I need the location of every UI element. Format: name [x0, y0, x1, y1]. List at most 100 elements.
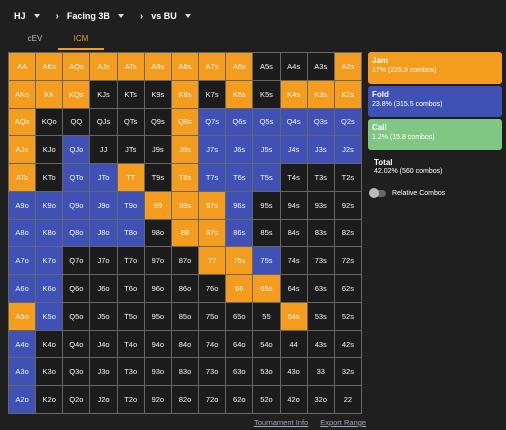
hand-cell[interactable]: A3o: [9, 358, 36, 386]
hand-cell[interactable]: 54s: [280, 302, 307, 330]
hand-cell[interactable]: J2o: [90, 386, 117, 413]
hand-cell[interactable]: 52o: [253, 386, 280, 413]
hand-cell[interactable]: J7s: [199, 136, 226, 164]
hand-cell[interactable]: Q2o: [63, 386, 90, 413]
hand-cell[interactable]: A9s: [144, 53, 171, 80]
hand-cell[interactable]: 74o: [199, 330, 226, 358]
hand-cell[interactable]: 82s: [334, 219, 361, 247]
hand-cell[interactable]: K8s: [171, 80, 199, 108]
hand-cell[interactable]: Q7s: [199, 108, 226, 136]
toggle-switch[interactable]: [369, 188, 386, 198]
hand-cell[interactable]: 87s: [199, 219, 226, 247]
hand-cell[interactable]: T7s: [199, 164, 226, 191]
hand-cell[interactable]: 43s: [307, 330, 334, 358]
hand-cell[interactable]: Q2s: [334, 108, 361, 136]
hand-cell[interactable]: 85o: [171, 302, 199, 330]
hand-cell[interactable]: A4o: [9, 330, 36, 358]
hand-cell[interactable]: KTs: [117, 80, 144, 108]
hand-cell[interactable]: T6o: [117, 275, 144, 302]
hand-cell[interactable]: 76o: [199, 275, 226, 302]
hand-cell[interactable]: 97o: [144, 247, 171, 275]
hand-cell[interactable]: 42s: [334, 330, 361, 358]
hand-cell[interactable]: 55: [253, 302, 280, 330]
hand-cell[interactable]: A5o: [9, 302, 36, 330]
hand-cell[interactable]: 53s: [307, 302, 334, 330]
hand-cell[interactable]: JJ: [90, 136, 117, 164]
hand-cell[interactable]: 32s: [334, 358, 361, 386]
hand-cell[interactable]: 92s: [334, 191, 361, 219]
hand-cell[interactable]: 96o: [144, 275, 171, 302]
hand-cell[interactable]: 62o: [226, 386, 253, 413]
hand-cell[interactable]: 32o: [307, 386, 334, 413]
hand-cell[interactable]: K2s: [334, 80, 361, 108]
hand-cell[interactable]: 99: [144, 191, 171, 219]
hand-cell[interactable]: 88: [171, 219, 199, 247]
nav-label[interactable]: vs BU: [151, 11, 177, 21]
hand-cell[interactable]: 53o: [253, 358, 280, 386]
hand-cell[interactable]: J3o: [90, 358, 117, 386]
hand-cell[interactable]: 93s: [307, 191, 334, 219]
nav-label[interactable]: Facing 3B: [66, 11, 110, 21]
hand-cell[interactable]: K3s: [307, 80, 334, 108]
hand-cell[interactable]: 62s: [334, 275, 361, 302]
hand-cell[interactable]: AQs: [63, 53, 90, 80]
hand-cell[interactable]: KQs: [63, 80, 90, 108]
nav-label[interactable]: HJ: [14, 11, 26, 21]
hand-cell[interactable]: AA: [9, 53, 36, 80]
hand-cell[interactable]: 98s: [171, 191, 199, 219]
hand-cell[interactable]: A6s: [226, 53, 253, 80]
hand-cell[interactable]: J5s: [253, 136, 280, 164]
hand-cell[interactable]: T2s: [334, 164, 361, 191]
hand-cell[interactable]: J8s: [171, 136, 199, 164]
hand-cell[interactable]: KQo: [36, 108, 63, 136]
hand-cell[interactable]: 33: [307, 358, 334, 386]
hand-cell[interactable]: J4o: [90, 330, 117, 358]
hand-cell[interactable]: T8o: [117, 219, 144, 247]
hand-cell[interactable]: K9s: [144, 80, 171, 108]
hand-cell[interactable]: ATo: [9, 164, 36, 191]
hand-cell[interactable]: 87o: [171, 247, 199, 275]
hand-cell[interactable]: T7o: [117, 247, 144, 275]
hand-cell[interactable]: K7s: [199, 80, 226, 108]
hand-cell[interactable]: A6o: [9, 275, 36, 302]
hand-cell[interactable]: 74s: [280, 247, 307, 275]
hand-cell[interactable]: A2s: [334, 53, 361, 80]
nav-dropdown[interactable]: › vs BU: [140, 11, 191, 22]
hand-cell[interactable]: KJo: [36, 136, 63, 164]
hand-cell[interactable]: Q9s: [144, 108, 171, 136]
hand-cell[interactable]: 85s: [253, 219, 280, 247]
hand-cell[interactable]: J6s: [226, 136, 253, 164]
hand-cell[interactable]: K7o: [36, 247, 63, 275]
hand-cell[interactable]: 84s: [280, 219, 307, 247]
hand-cell[interactable]: Q6s: [226, 108, 253, 136]
hand-cell[interactable]: QJs: [90, 108, 117, 136]
hand-cell[interactable]: QQ: [63, 108, 90, 136]
hand-cell[interactable]: KTo: [36, 164, 63, 191]
hand-cell[interactable]: 43o: [280, 358, 307, 386]
hand-cell[interactable]: Q3o: [63, 358, 90, 386]
hand-cell[interactable]: T6s: [226, 164, 253, 191]
hand-cell[interactable]: 52s: [334, 302, 361, 330]
hand-cell[interactable]: Q4s: [280, 108, 307, 136]
hand-cell[interactable]: T8s: [171, 164, 199, 191]
hand-cell[interactable]: K6o: [36, 275, 63, 302]
tab[interactable]: cEV: [27, 34, 43, 43]
hand-cell[interactable]: AKo: [9, 80, 36, 108]
hand-cell[interactable]: Q6o: [63, 275, 90, 302]
hand-cell[interactable]: 83o: [171, 358, 199, 386]
footer-link[interactable]: Tournament Info: [254, 418, 309, 427]
hand-cell[interactable]: J8o: [90, 219, 117, 247]
hand-cell[interactable]: 64o: [226, 330, 253, 358]
hand-cell[interactable]: T2o: [117, 386, 144, 413]
hand-cell[interactable]: 65s: [253, 275, 280, 302]
hand-cell[interactable]: 63o: [226, 358, 253, 386]
tab[interactable]: ICM: [58, 32, 104, 50]
hand-cell[interactable]: T9o: [117, 191, 144, 219]
hand-cell[interactable]: 93o: [144, 358, 171, 386]
hand-cell[interactable]: Q3s: [307, 108, 334, 136]
hand-cell[interactable]: J5o: [90, 302, 117, 330]
hand-cell[interactable]: 86o: [171, 275, 199, 302]
hand-cell[interactable]: JTs: [117, 136, 144, 164]
hand-cell[interactable]: 96s: [226, 191, 253, 219]
hand-cell[interactable]: A3s: [307, 53, 334, 80]
